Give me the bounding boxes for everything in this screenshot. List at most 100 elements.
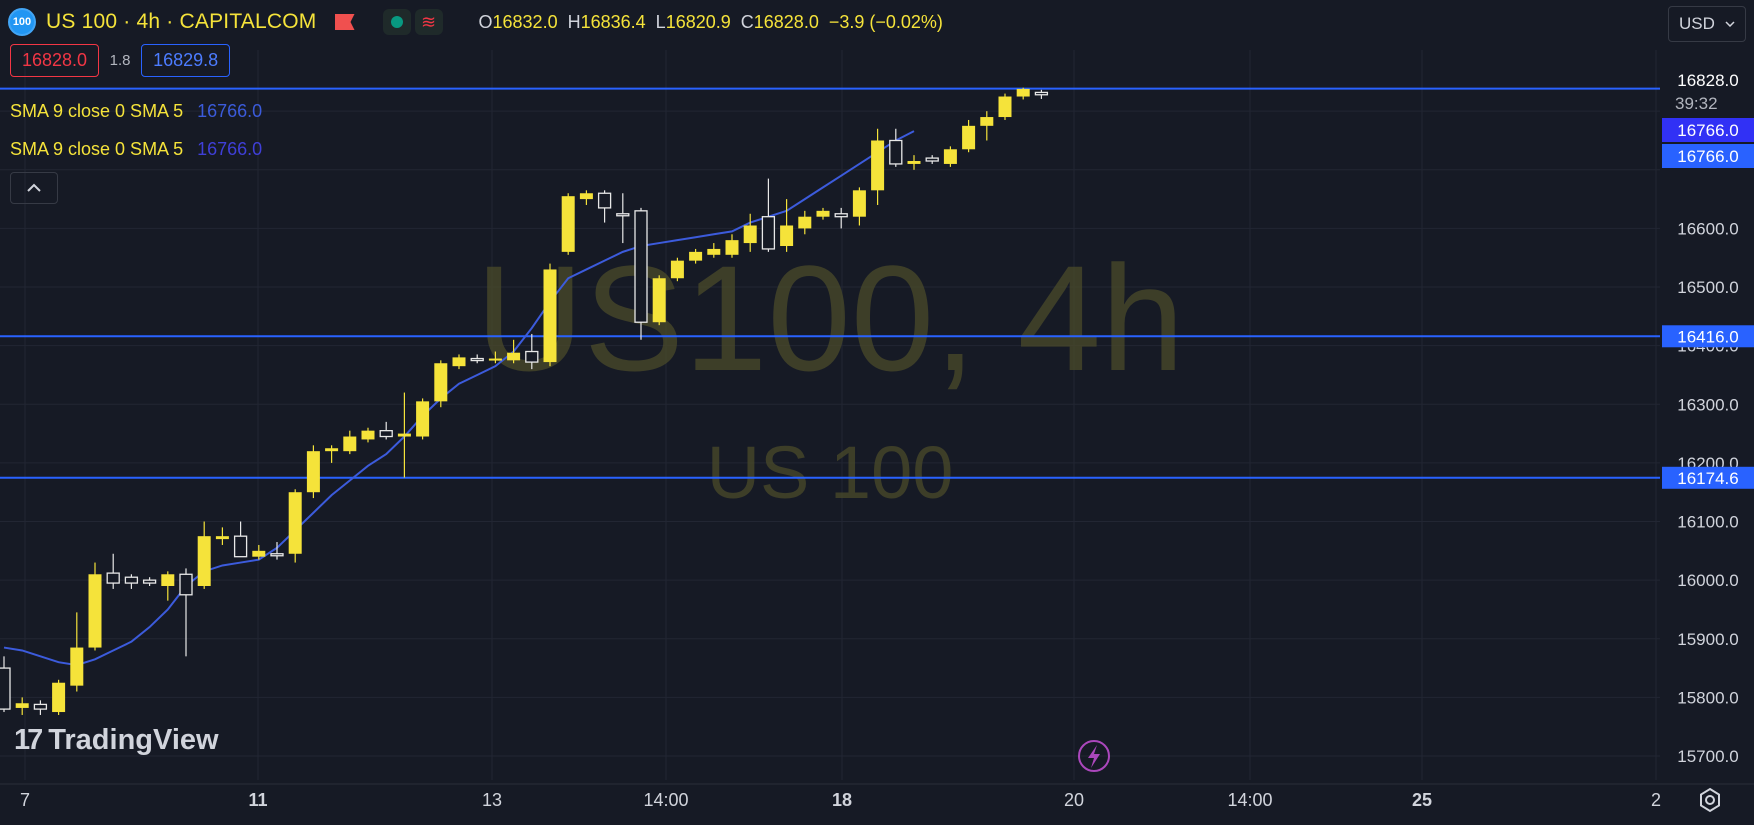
candle [488,351,502,364]
candle-body [15,703,29,708]
delayed-data-icon[interactable]: ≋ [414,9,443,35]
candle [652,275,666,326]
candle [834,207,848,229]
indicator-value: 16766.0 [197,101,263,121]
candle [852,187,866,226]
candle [106,553,120,589]
candle-body [288,492,302,554]
label-background [1662,144,1754,168]
flag-icon[interactable] [334,14,355,30]
candle [52,679,66,715]
price-tick-label: 15700.0 [1677,747,1738,766]
indicator-label: SMA 9 close 0 SMA 5 [10,101,184,121]
label-background [1662,68,1754,114]
chevron-up-icon [27,183,41,192]
candle-body [597,192,612,209]
indicator-legend-1[interactable]: SMA 9 close 0 SMA 5 16766.0 [10,101,262,122]
candle-body [670,260,684,279]
chevron-down-icon [1725,21,1735,27]
symbol-badge[interactable]: 100 [8,8,36,36]
candle-body [361,430,375,440]
candle [579,190,593,205]
sell-button[interactable]: 16828.0 [10,44,100,77]
price-tick-label: 16000.0 [1677,571,1738,590]
candle-body [689,251,703,261]
candle-body [1016,88,1030,97]
candle [907,155,921,170]
brand-name: TradingView [48,724,219,756]
lightning-icon[interactable] [1078,740,1110,772]
candle [434,360,448,408]
candle-body [798,216,812,229]
buy-button[interactable]: 16829.8 [141,44,231,77]
candle-body [379,430,393,438]
candle [725,234,739,258]
candle [361,427,375,443]
ohlc-values: O16832.0 H16836.4 L16820.9 C16828.0 −3.9… [478,11,943,32]
indicator-legend-2[interactable]: SMA 9 close 0 SMA 5 16766.0 [10,139,262,160]
time-tick-label: 25 [1412,790,1432,810]
candle [124,574,139,589]
market-open-icon[interactable] [382,9,411,35]
spread-value: 1.8 [109,52,131,69]
candle [233,521,248,558]
candle-body [780,225,794,247]
high-value: 16836.4 [580,11,646,32]
candle [33,700,48,715]
candle-body [707,248,721,255]
candle [470,354,484,364]
candle-body [579,193,593,200]
candle-body [325,448,339,452]
candle-body [652,278,666,323]
settings-gear-icon[interactable] [1696,786,1724,814]
market-status: ≋ [382,9,443,35]
change-value: −3.9 (−0.02%) [828,11,943,32]
candle-body [434,363,448,402]
candle [943,146,957,167]
sma-price-label: 16766.0 [1662,144,1754,168]
candle [780,199,794,252]
tradingview-logo[interactable]: 17 TradingView [14,724,219,757]
price-tick-label: 16500.0 [1677,278,1738,297]
candle-body [980,117,994,126]
quote-panel: 16828.0 1.8 16829.8 [10,44,231,77]
time-tick-label: 14:00 [643,790,688,810]
candle [1034,89,1049,99]
currency-select[interactable]: USD [1668,6,1746,42]
candle-body [70,647,84,686]
candle [597,190,612,223]
candle-body [270,553,284,557]
currency-value: USD [1679,14,1715,33]
candle [761,178,776,252]
time-tick-label: 18 [832,790,852,810]
candle-body [962,125,976,150]
last-price-label: 16828.0 39:32 [1662,68,1754,114]
symbol-title[interactable]: US 100 · 4h · CAPITALCOM [46,10,317,33]
candle [288,489,302,563]
candle [416,398,430,440]
candle-body [252,550,266,557]
close-value: 16828.0 [753,11,819,32]
time-tick-label: 2 [1651,790,1661,810]
candle [215,527,229,545]
candle-body [834,213,848,218]
label-background [1662,466,1754,489]
candle-body [397,433,411,437]
collapse-legend-button[interactable] [10,172,58,204]
candle-body [925,157,939,162]
candle-body [233,535,248,558]
candle-body [488,358,502,361]
open-value: 16832.0 [492,11,558,32]
candle-body [761,216,776,250]
candle-body [561,196,575,252]
candle-body [525,350,539,363]
label-text: 16766.0 [1677,147,1738,166]
label-text: 16174.6 [1677,469,1738,488]
chart-header: 100 US 100 · 4h · CAPITALCOM ≋ O16832.0 … [8,8,943,36]
time-tick-label: 13 [482,790,502,810]
candle-body [142,579,157,584]
candle [325,445,339,463]
price-tick-label: 16300.0 [1677,395,1738,414]
